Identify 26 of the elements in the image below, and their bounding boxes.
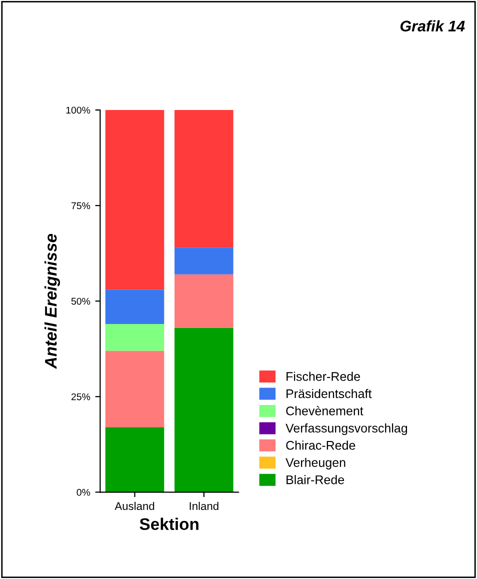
y-tick-label: 100%	[66, 106, 90, 114]
y-axis-title: Anteil Ereignisse	[44, 234, 60, 370]
bar	[105, 110, 164, 290]
bar	[174, 110, 234, 248]
y-tick-label: 0%	[76, 488, 90, 496]
bar	[174, 274, 234, 328]
bar	[174, 328, 234, 492]
bar	[105, 350, 164, 428]
legend-label: Verfassungsvorschlag	[286, 423, 408, 436]
x-tick-label: Inland	[190, 502, 218, 510]
bar	[174, 248, 234, 274]
y-tick-label: 75%	[71, 202, 90, 210]
legend-label: Verheugen	[286, 458, 346, 470]
legend-label: Präsidentschaft	[286, 388, 372, 398]
legend-label: Fischer-Rede	[286, 372, 360, 381]
bar	[105, 427, 164, 492]
text: Grafik 14	[400, 20, 465, 32]
legend-label: Chevènement	[286, 406, 364, 416]
x-axis-title: Sektion	[140, 518, 198, 530]
bar	[105, 290, 164, 324]
y-tick-label: 25%	[71, 393, 90, 400]
x-tick-label: Ausland	[114, 502, 154, 510]
bar	[105, 324, 164, 351]
legend-label: Blair-Rede	[286, 475, 344, 484]
y-tick-label: 50%	[71, 298, 90, 305]
legend-label: Chirac-Rede	[286, 440, 356, 450]
